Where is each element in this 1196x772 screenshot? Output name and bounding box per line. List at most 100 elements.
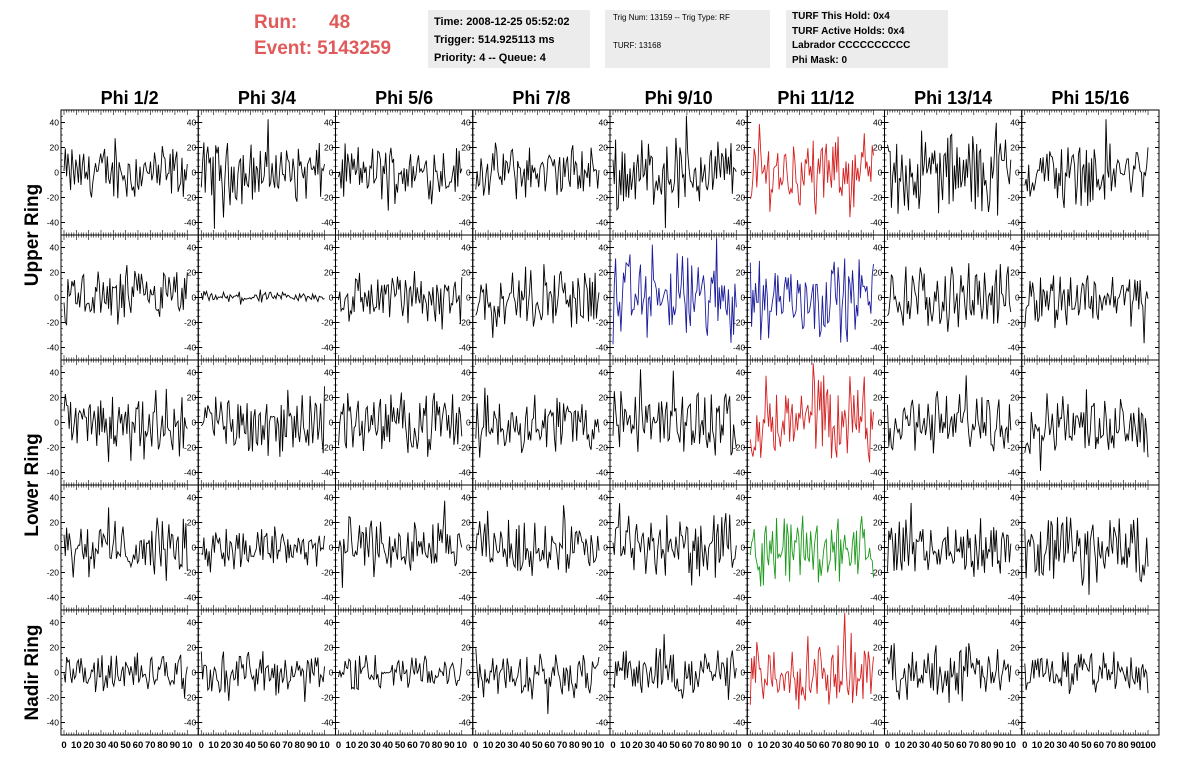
y-tick-label: 40 (461, 493, 471, 503)
y-tick-label: -20 (596, 568, 609, 578)
y-tick-label: -40 (184, 343, 197, 353)
y-tick-label: 0 (192, 168, 197, 178)
y-tick-label: -20 (596, 443, 609, 453)
turf-hold-line: TURF This Hold: 0x4 (792, 11, 890, 22)
y-tick-label: -20 (1007, 318, 1020, 328)
waveform-trace (887, 375, 1012, 454)
ring-label: Nadir Ring (22, 624, 43, 720)
y-tick-label: 40 (873, 243, 883, 253)
y-tick-label: 20 (1010, 393, 1020, 403)
y-tick-label: -40 (1007, 468, 1020, 478)
y-tick-label: 40 (324, 243, 334, 253)
y-tick-label: 40 (873, 493, 883, 503)
y-tick-label: 20 (187, 268, 197, 278)
waveform-panel: -40 -20 0 20 40 (47, 234, 199, 361)
trig-num-line: Trig Num: 13159 -- Trig Type: RF (613, 13, 730, 22)
y-tick-label: 20 (1010, 143, 1020, 153)
y-tick-label: 0 (466, 418, 471, 428)
event-row: Event: 5143259 (254, 36, 424, 62)
y-tick-label: -40 (458, 343, 471, 353)
waveform-panel: -40 -20 0 20 40 (47, 109, 199, 236)
y-tick-label: -40 (1007, 343, 1020, 353)
y-tick-label: -20 (47, 568, 60, 578)
y-tick-label: -20 (870, 318, 883, 328)
y-tick-label: -20 (870, 568, 883, 578)
priority-line: Priority: 4 -- Queue: 4 (434, 52, 546, 64)
waveform-trace (887, 263, 1012, 332)
waveform-panel: -40 -20 0 20 40 (596, 359, 748, 486)
y-tick-label: 0 (878, 418, 883, 428)
y-tick-label: 0 (192, 543, 197, 553)
waveform-panel: -40 -20 0 20 40 (321, 359, 474, 486)
trigger-line: Trigger: 514.925113 ms (434, 34, 555, 46)
column-header: Phi 5/6 (375, 88, 433, 108)
y-tick-label: -40 (47, 468, 60, 478)
waveform-panel: -40 -20 0 20 40 (458, 484, 611, 611)
waveform-panel: -40 -20 0 20 40 (184, 484, 336, 611)
turf-info-box: TURF This Hold: 0x4 TURF Active Holds: 0… (786, 10, 948, 68)
y-tick-label: -40 (47, 343, 60, 353)
panel-frame (746, 109, 885, 236)
waveform-trace (475, 387, 600, 458)
y-tick-label: -40 (458, 218, 471, 228)
y-tick-label: 0 (54, 293, 59, 303)
waveform-trace (612, 237, 737, 345)
waveform-trace (201, 526, 325, 573)
y-tick-label: -20 (184, 193, 197, 203)
waveform-trace (749, 363, 874, 463)
y-tick-label: 40 (1010, 368, 1020, 378)
y-tick-label: -20 (733, 193, 746, 203)
y-tick-label: 20 (187, 393, 197, 403)
column-header: Phi 9/10 (645, 88, 713, 108)
y-tick-label: 40 (736, 243, 746, 253)
waveform-panel: -40 -20 0 20 40 (321, 109, 474, 236)
panel-frame (884, 234, 1023, 361)
y-tick-label: 40 (50, 118, 60, 128)
waveform-trace (1024, 275, 1149, 344)
panel-frame (60, 484, 199, 611)
labrador-line: Labrador CCCCCCCCCC (792, 40, 911, 51)
y-tick-label: -40 (1007, 218, 1020, 228)
waveform-panel: -40 -20 0 20 40 (321, 234, 474, 361)
waveform-trace (63, 265, 188, 326)
y-tick-label: 0 (329, 293, 334, 303)
waveform-trace (749, 123, 874, 218)
y-tick-label: 0 (603, 168, 608, 178)
waveform-panel: -40 -20 0 20 40 (596, 109, 748, 236)
phi-mask-line: Phi Mask: 0 (792, 54, 848, 66)
y-tick-label: 0 (1015, 418, 1020, 428)
waveform-trace (475, 142, 600, 200)
y-tick-label: 40 (461, 243, 471, 253)
waveform-trace (63, 138, 188, 199)
y-tick-label: 0 (192, 418, 197, 428)
run-row: Run: 48 (254, 10, 424, 36)
y-tick-label: 40 (187, 243, 197, 253)
y-tick-label: 40 (50, 493, 60, 503)
y-tick-label: -40 (184, 468, 197, 478)
y-tick-label: 20 (324, 268, 334, 278)
waveform-panel: -40 -20 0 20 40 (184, 109, 336, 236)
waveform-panel: -40 -20 0 20 40 (458, 234, 611, 361)
column-header: Phi 11/12 (777, 88, 854, 108)
y-tick-label: -40 (870, 343, 883, 353)
y-tick-label: -40 (47, 593, 60, 603)
y-tick-label: 40 (736, 368, 746, 378)
y-tick-label: -40 (321, 218, 334, 228)
y-tick-label: -40 (733, 593, 746, 603)
panel-frame (884, 359, 1023, 486)
waveform-trace (200, 119, 325, 229)
y-tick-label: 20 (599, 268, 609, 278)
waveform-panel: -40 -20 0 20 40 (184, 234, 336, 361)
y-tick-label: 40 (873, 368, 883, 378)
y-tick-label: 0 (741, 543, 746, 553)
waveform-panel: -40 -20 0 20 40 (870, 359, 1023, 486)
y-tick-label: 40 (324, 368, 334, 378)
y-tick-label: 20 (736, 393, 746, 403)
y-tick-label: 40 (1010, 243, 1020, 253)
panel-frame (335, 484, 474, 611)
y-tick-label: 20 (873, 393, 883, 403)
waveform-trace (475, 264, 600, 338)
waveform-panel: -40 -20 0 20 40 (184, 359, 336, 486)
y-tick-label: 0 (54, 543, 59, 553)
